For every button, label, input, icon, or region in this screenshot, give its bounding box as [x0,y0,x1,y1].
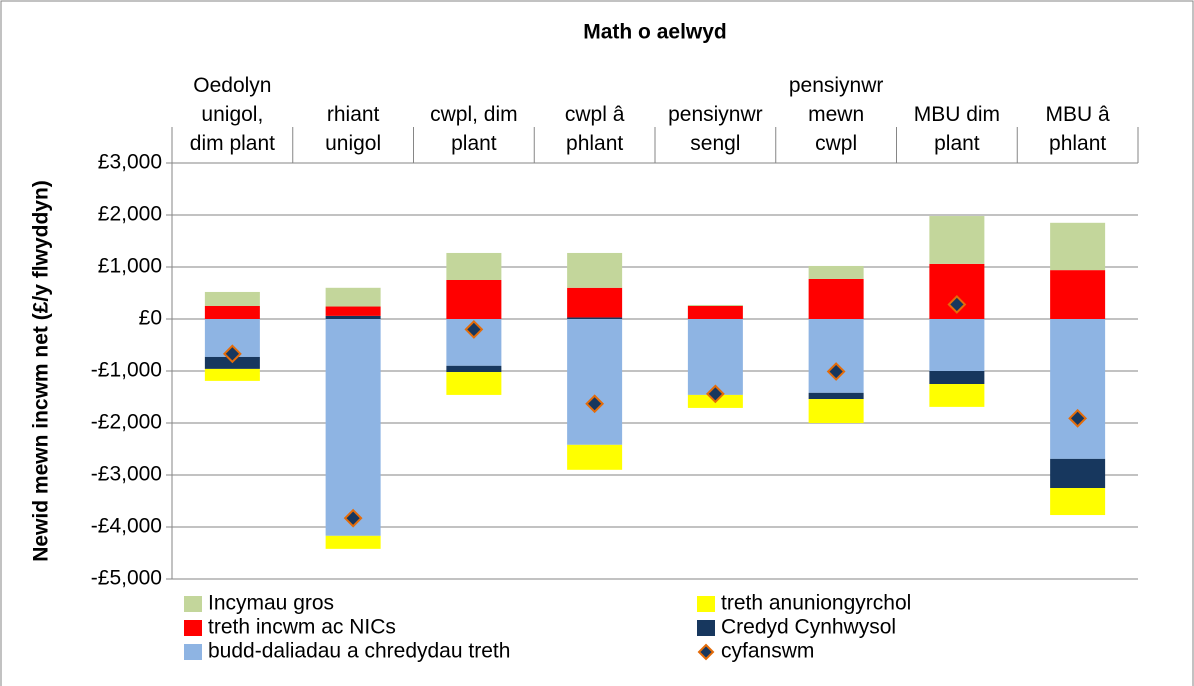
bar-segment [567,252,623,288]
legend-label: budd-daliadau a chredydau treth [208,640,510,663]
bar-segment [446,280,502,319]
bar-segment [567,319,623,445]
bar-segment [1050,319,1106,459]
legend-swatch [697,596,715,612]
bar-segment [567,444,623,470]
bar-segment [929,216,985,264]
bar-segment [567,317,623,319]
x-tick-label: pensiynwr sengl [668,103,763,155]
net-marker [222,344,242,364]
x-tick-label: MBU dim plant [914,103,1000,155]
bar-segment [1050,270,1106,319]
x-tick-label: cwpl â phlant [565,103,625,155]
bar-segment [204,291,260,306]
bar-segment [1050,488,1106,516]
legend-swatch [184,620,202,636]
y-tick-label: -£2,000 [91,411,162,434]
x-tick-label: pensiynwr mewn cwpl [789,74,884,155]
x-tick-label: MBU â phlant [1046,103,1111,155]
bar-segment [929,384,985,407]
y-tick-label: -£3,000 [91,463,162,486]
y-tick-label: £1,000 [98,255,162,278]
bar-segment [929,371,985,384]
legend-label: treth anuniongyrchol [721,592,911,615]
bar-segment [325,319,381,536]
legend-label: Credyd Cynhwysol [721,616,896,639]
legend-label: Incymau gros [208,592,334,615]
x-tick-label: cwpl, dim plant [430,103,518,155]
legend-label: treth incwm ac NICs [208,616,396,639]
bar-segment [567,287,623,318]
y-tick-label: -£1,000 [91,359,162,382]
bar-segment [808,278,864,319]
bar-segment [808,399,864,423]
y-tick-label: £3,000 [98,151,162,174]
bar-segment [808,392,864,400]
legend-swatch [697,620,715,636]
net-marker [343,508,363,528]
y-axis-label: Newid mewn incwm net (£/y flwyddyn) [30,180,53,562]
net-marker [585,394,605,414]
bar-segment [325,535,381,549]
bar-segment [325,287,381,307]
legend-swatch [184,644,202,660]
bar-segment [808,319,864,393]
bar-segment [446,372,502,395]
bar-segment [204,306,260,319]
net-marker [947,295,967,314]
y-tick-label: £2,000 [98,203,162,226]
bar-segment [325,306,381,316]
bar-segment [929,319,985,371]
bar-segment [687,304,743,306]
net-marker [1068,408,1088,428]
net-marker [826,362,846,381]
x-tick-label: rhiant unigol [325,103,381,155]
bar-segment [1050,458,1106,488]
y-tick-label: -£5,000 [91,567,162,590]
bar-segment [446,365,502,373]
net-marker [705,384,725,404]
chart-title: Math o aelwyd [583,21,727,44]
bar-segment [446,252,502,280]
legend-swatch [184,596,202,612]
y-tick-label: -£4,000 [91,515,162,538]
bar-segment [204,368,260,381]
legend-swatch [697,643,715,661]
y-tick-label: £0 [139,307,162,330]
bar-segment [687,319,743,395]
x-tick-label: Oedolyn unigol, dim plant [190,74,275,155]
bar-segment [325,315,381,319]
net-marker [464,319,484,339]
legend-label: cyfanswm [721,640,814,663]
bar-segment [687,306,743,319]
bar-segment [1050,222,1106,271]
bar-segment [808,265,864,279]
